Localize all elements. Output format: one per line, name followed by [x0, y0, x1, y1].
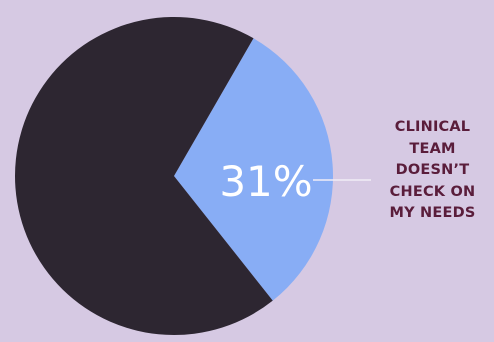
slice-value-label: 31%	[219, 157, 312, 206]
pie-slices	[15, 16, 334, 335]
slice-callout-label: CLINICAL TEAM DOESN’T CHECK ON MY NEEDS	[389, 119, 476, 221]
pie-slice-highlighted	[174, 38, 334, 301]
pie-slice-remainder	[15, 16, 273, 335]
